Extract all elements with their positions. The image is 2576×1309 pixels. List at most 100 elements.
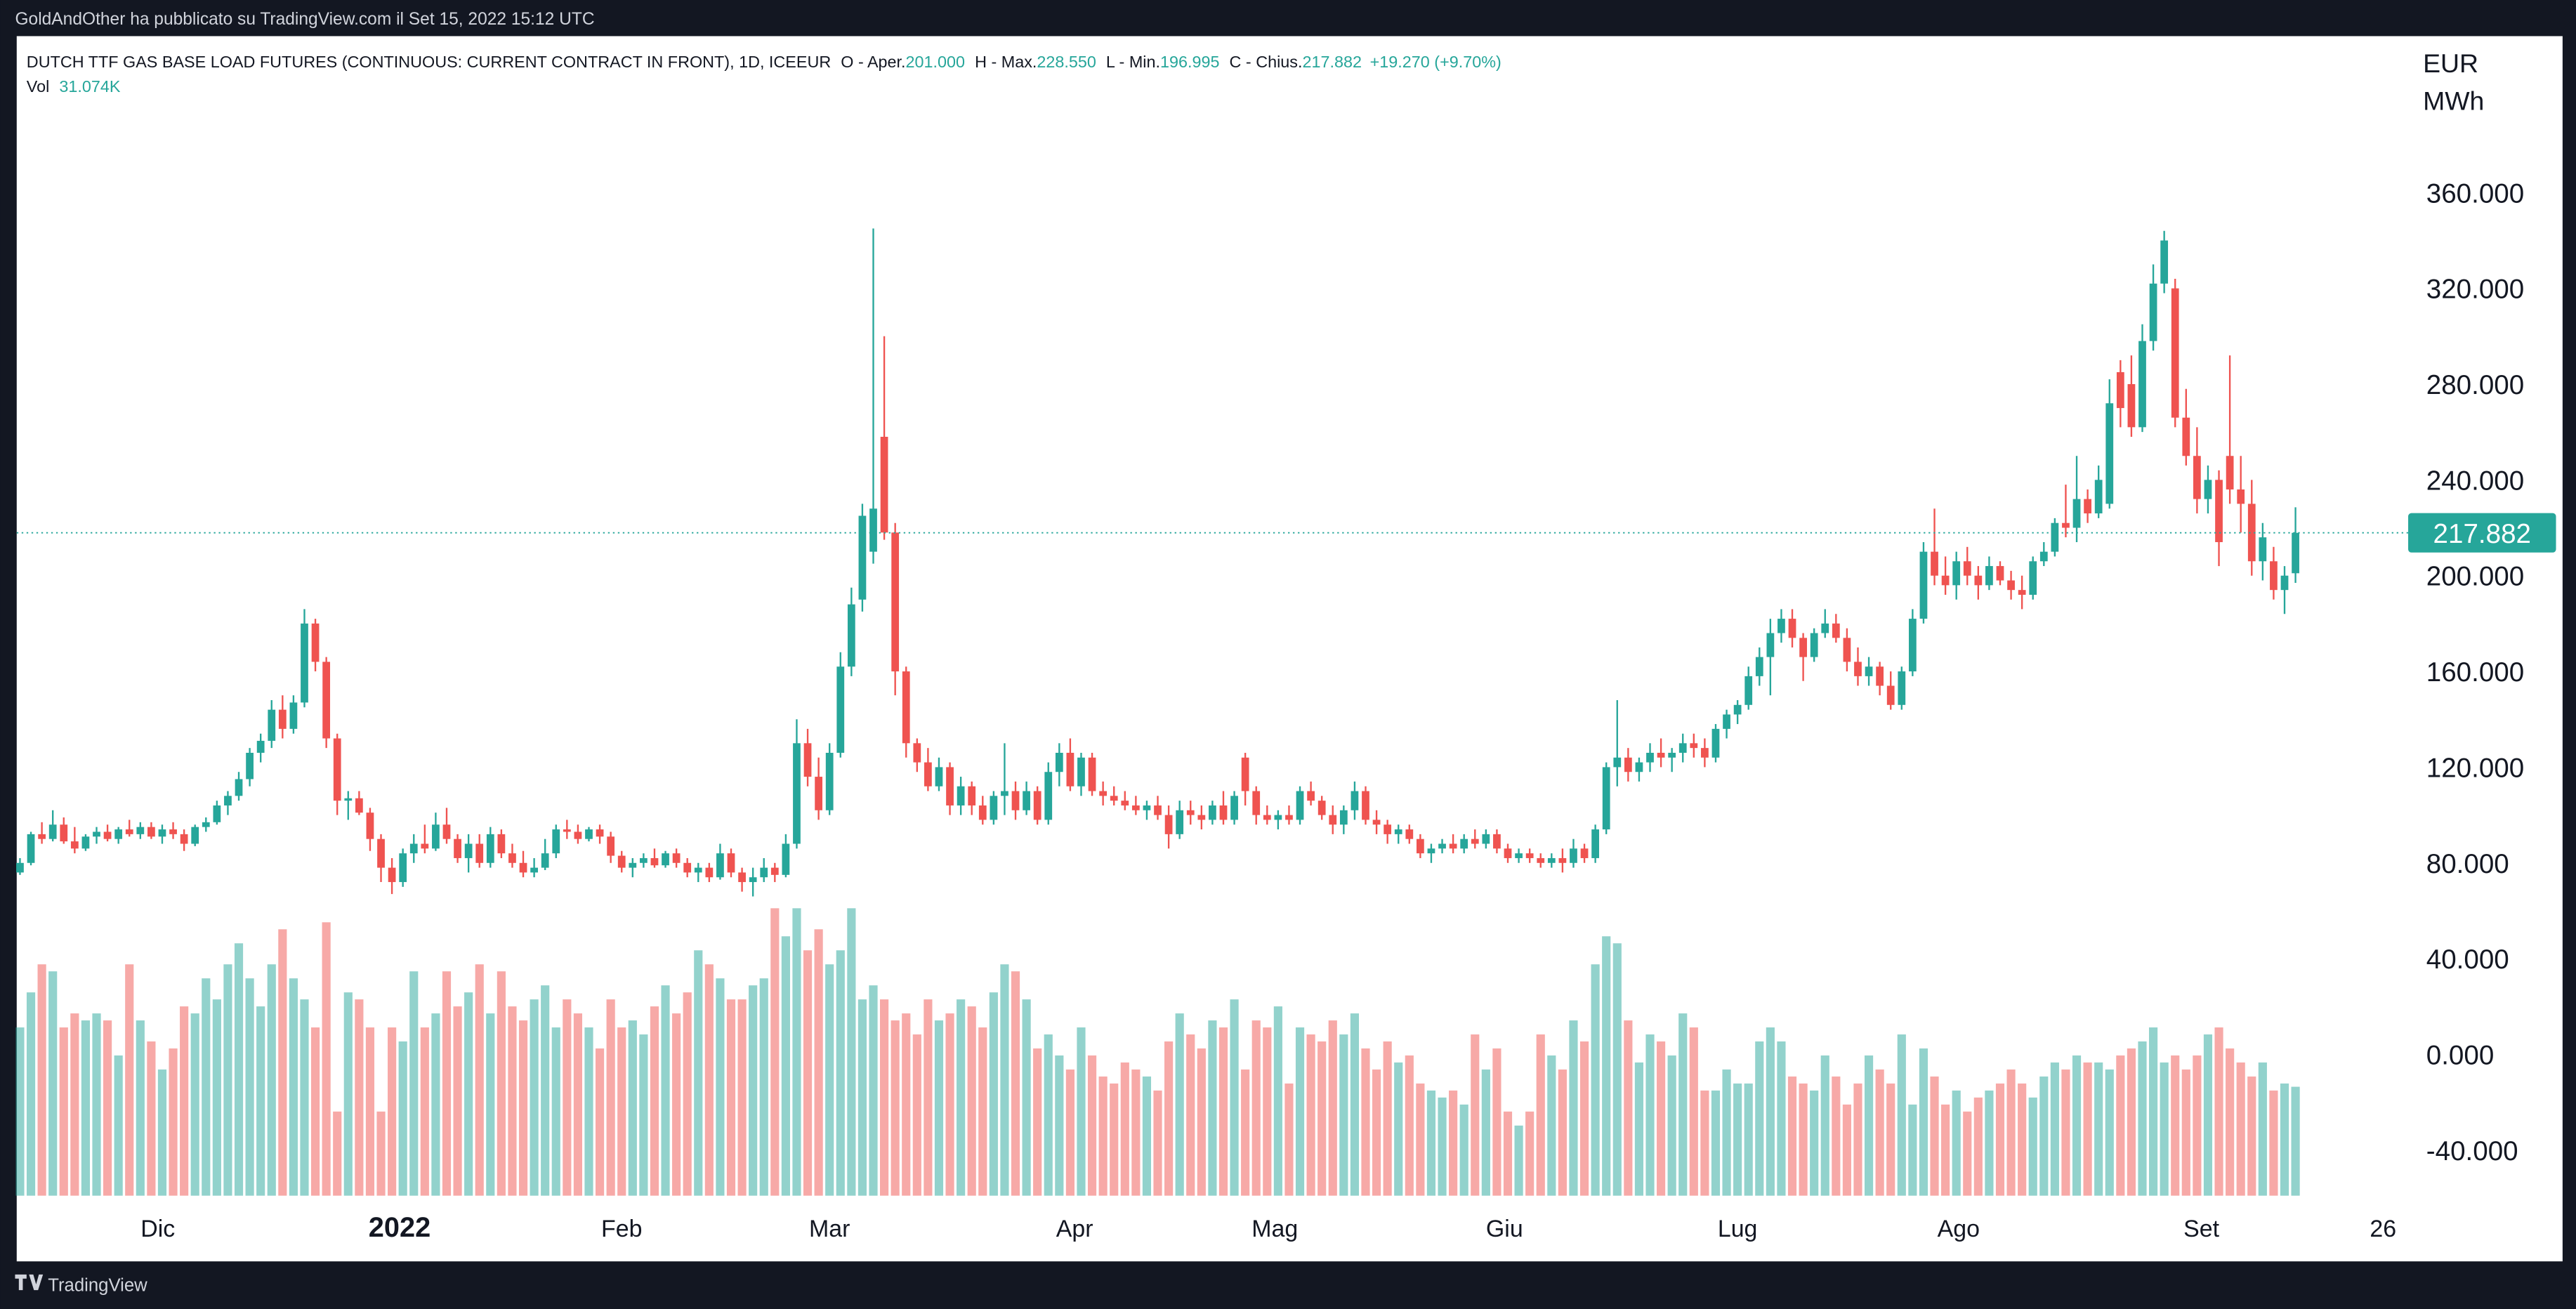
candle-body	[2007, 580, 2015, 591]
volume-bar	[518, 1020, 528, 1196]
last-price-box	[2408, 513, 2556, 553]
volume-bar	[497, 971, 506, 1196]
volume-bar	[1569, 1020, 1578, 1196]
x-tick-label: Mag	[1251, 1216, 1298, 1242]
volume-bar	[1492, 1048, 1501, 1196]
candle-body	[1230, 796, 1238, 820]
volume-bar	[1525, 1111, 1535, 1196]
volume-bar	[147, 1041, 156, 1196]
volume-bar	[1711, 1090, 1721, 1196]
volume-bar	[2116, 1055, 2125, 1196]
candle-body	[1755, 657, 1763, 676]
candle-body	[1843, 638, 1851, 662]
volume-bar	[2258, 1062, 2267, 1196]
volume-bar	[212, 999, 221, 1196]
volume-bar	[1985, 1090, 1994, 1196]
volume-bar	[2247, 1076, 2256, 1196]
candle-body	[2259, 537, 2267, 562]
candle-body	[1362, 791, 1369, 820]
candle-body	[268, 709, 276, 741]
volume-bar	[1667, 1055, 1676, 1196]
volume-bar	[365, 1027, 375, 1196]
candle-body	[1832, 623, 1840, 638]
volume-bar	[1000, 964, 1009, 1196]
volume-bar	[70, 1013, 79, 1196]
volume-bar	[1098, 1076, 1108, 1196]
volume-bar	[289, 978, 298, 1196]
change: +19.270 (+9.70%)	[1370, 53, 1501, 71]
y-tick-label: 160.000	[2426, 657, 2524, 688]
candle-body	[607, 836, 615, 856]
x-tick-label: Dic	[140, 1216, 175, 1242]
volume-bar	[136, 1020, 145, 1196]
volume-bar	[1328, 1020, 1337, 1196]
volume-bar	[2105, 1069, 2114, 1196]
volume-bar	[1449, 1090, 1458, 1196]
volume-name: Vol	[27, 77, 50, 96]
candle-body	[1176, 810, 1184, 834]
candle-body	[880, 436, 888, 533]
volume-bar	[1416, 1083, 1425, 1196]
candle-body	[1405, 829, 1414, 839]
candle-body	[1646, 752, 1654, 763]
volume-bar	[606, 999, 615, 1196]
candle-body	[924, 762, 932, 787]
volume-bar	[1055, 1055, 1064, 1196]
candle-body	[1766, 633, 1775, 657]
candle-body	[409, 843, 418, 854]
volume-bar	[157, 1069, 167, 1196]
volume-bar	[650, 1006, 659, 1196]
candle-body	[366, 813, 374, 839]
candle-body	[596, 829, 604, 837]
candle-body	[1723, 714, 1730, 729]
candle-body	[2039, 551, 2048, 562]
candle-body	[81, 836, 90, 849]
volume-bar	[190, 1013, 199, 1196]
candle-body	[311, 623, 320, 662]
volume-bar	[1394, 1062, 1403, 1196]
candle-body	[1788, 619, 1796, 638]
candle-body	[563, 829, 571, 832]
candle-body	[1307, 791, 1315, 801]
volume-bar	[1405, 1055, 1414, 1196]
candle-body	[1329, 815, 1337, 825]
ohlc-label: O - Aper.	[841, 53, 905, 71]
candle-body	[377, 838, 385, 868]
candle-body	[770, 867, 779, 875]
volume-bar	[1591, 964, 1600, 1196]
candle-body	[1701, 748, 1709, 758]
ohlc-label: L - Min.	[1106, 53, 1160, 71]
candle-body	[16, 862, 24, 873]
candle-body	[454, 838, 461, 858]
volume-bar	[1689, 1027, 1698, 1196]
candle-body	[1438, 843, 1446, 849]
candle-body	[224, 796, 232, 805]
candle-body	[617, 855, 626, 868]
candle-body	[1011, 791, 1020, 810]
candle-body	[1186, 810, 1195, 815]
volume-bar	[2203, 1034, 2213, 1196]
candle-body	[114, 829, 123, 839]
candle-body	[891, 532, 900, 672]
volume-bar	[2072, 1055, 2082, 1196]
volume-bar	[2193, 1055, 2202, 1196]
y-tick-label: 360.000	[2426, 178, 2524, 209]
brand: TradingView	[48, 1275, 147, 1295]
candle-body	[1121, 801, 1129, 805]
volume-bar	[48, 971, 58, 1196]
candle-body	[2171, 288, 2179, 418]
volume-bar	[1197, 1048, 1206, 1196]
volume-bar	[803, 950, 813, 1196]
candle-body	[1285, 815, 1293, 820]
y-tick-label: 280.000	[2426, 370, 2524, 400]
candle-body	[333, 738, 341, 801]
ohlc-value: 228.550	[1037, 53, 1096, 71]
candle-body	[2062, 522, 2070, 528]
candle-body	[1668, 752, 1676, 758]
volume-bar	[278, 929, 287, 1196]
volume-bar	[1438, 1097, 1447, 1196]
candle-body	[1154, 805, 1162, 815]
candle-body	[1678, 743, 1687, 753]
volume-bar	[551, 1027, 560, 1196]
candle-body	[1515, 853, 1523, 858]
